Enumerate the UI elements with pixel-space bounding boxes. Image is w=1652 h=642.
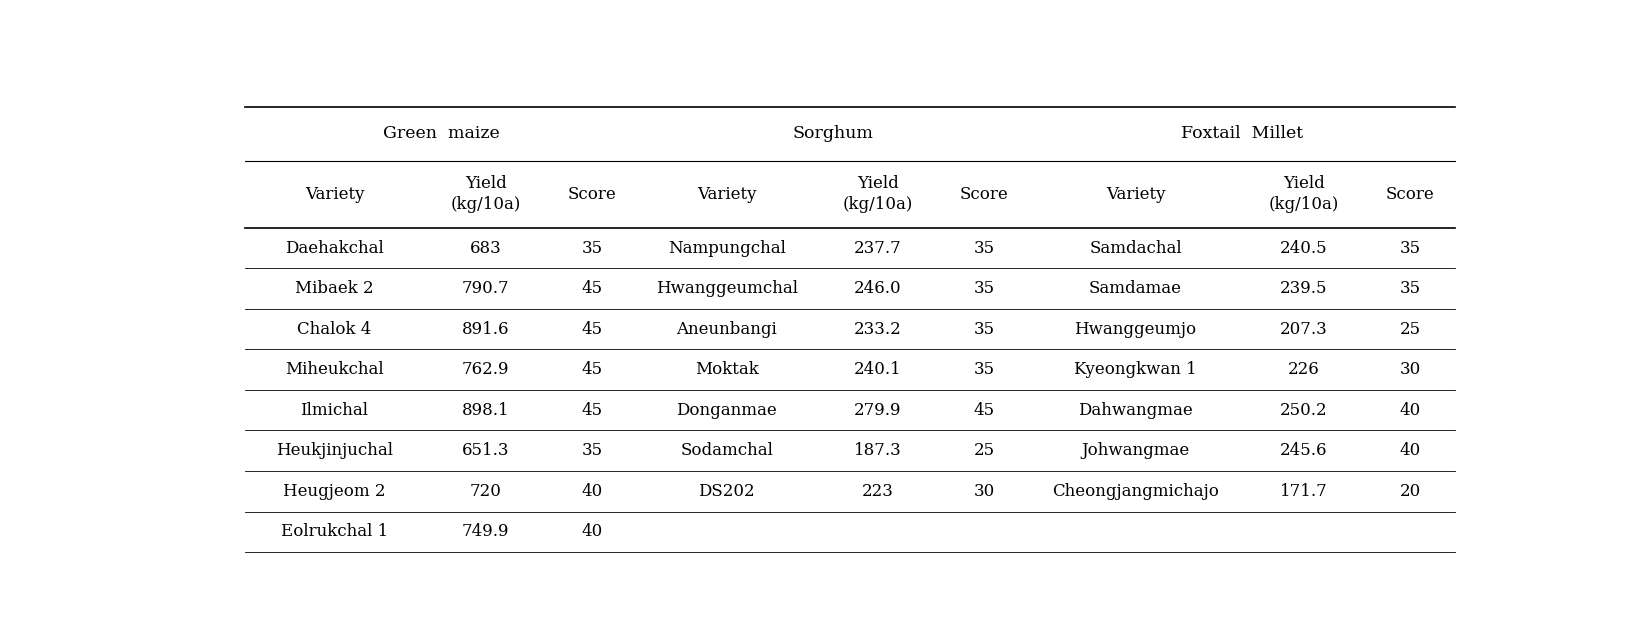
Text: 30: 30 [973, 483, 995, 499]
Text: 187.3: 187.3 [854, 442, 902, 459]
Text: 720: 720 [469, 483, 502, 499]
Text: Score: Score [568, 186, 616, 203]
Text: 35: 35 [973, 239, 995, 257]
Text: 245.6: 245.6 [1280, 442, 1327, 459]
Text: Hwanggeumjo: Hwanggeumjo [1074, 320, 1196, 338]
Text: 45: 45 [582, 280, 603, 297]
Text: 250.2: 250.2 [1280, 402, 1327, 419]
Text: Hwanggeumchal: Hwanggeumchal [656, 280, 798, 297]
Text: 25: 25 [973, 442, 995, 459]
Text: 35: 35 [973, 361, 995, 378]
Text: 35: 35 [582, 442, 603, 459]
Text: 683: 683 [469, 239, 502, 257]
Text: Mibaek 2: Mibaek 2 [296, 280, 373, 297]
Text: 35: 35 [1399, 239, 1421, 257]
Text: 891.6: 891.6 [463, 320, 509, 338]
Text: 246.0: 246.0 [854, 280, 902, 297]
Text: Aneunbangi: Aneunbangi [676, 320, 776, 338]
Text: 40: 40 [582, 483, 603, 499]
Text: Heugjeom 2: Heugjeom 2 [282, 483, 387, 499]
Text: Score: Score [1386, 186, 1434, 203]
Text: 35: 35 [582, 239, 603, 257]
Text: Yield
(kg/10a): Yield (kg/10a) [451, 175, 520, 213]
Text: 35: 35 [1399, 280, 1421, 297]
Text: 226: 226 [1287, 361, 1320, 378]
Text: 240.5: 240.5 [1280, 239, 1327, 257]
Text: Variety: Variety [1105, 186, 1165, 203]
Text: 45: 45 [582, 361, 603, 378]
Text: 40: 40 [1399, 442, 1421, 459]
Text: 762.9: 762.9 [463, 361, 509, 378]
Text: Variety: Variety [697, 186, 757, 203]
Text: Daehakchal: Daehakchal [286, 239, 383, 257]
Text: 45: 45 [582, 402, 603, 419]
Text: 20: 20 [1399, 483, 1421, 499]
Text: 25: 25 [1399, 320, 1421, 338]
Text: 45: 45 [973, 402, 995, 419]
Text: Cheongjangmichajo: Cheongjangmichajo [1052, 483, 1219, 499]
Text: Variety: Variety [304, 186, 365, 203]
Text: 237.7: 237.7 [854, 239, 902, 257]
Text: DS202: DS202 [699, 483, 755, 499]
Text: Yield
(kg/10a): Yield (kg/10a) [1269, 175, 1338, 213]
Text: Chalok 4: Chalok 4 [297, 320, 372, 338]
Text: Kyeongkwan 1: Kyeongkwan 1 [1074, 361, 1198, 378]
Text: 279.9: 279.9 [854, 402, 902, 419]
Text: Moktak: Moktak [695, 361, 758, 378]
Text: Sorghum: Sorghum [793, 125, 874, 143]
Text: Ilmichal: Ilmichal [301, 402, 368, 419]
Text: 749.9: 749.9 [463, 523, 509, 541]
Text: 239.5: 239.5 [1280, 280, 1327, 297]
Text: 790.7: 790.7 [463, 280, 509, 297]
Text: Nampungchal: Nampungchal [667, 239, 786, 257]
Text: Samdamae: Samdamae [1089, 280, 1183, 297]
Text: 233.2: 233.2 [854, 320, 902, 338]
Text: 240.1: 240.1 [854, 361, 902, 378]
Text: Green  maize: Green maize [383, 125, 499, 143]
Text: Yield
(kg/10a): Yield (kg/10a) [843, 175, 914, 213]
Text: 898.1: 898.1 [463, 402, 509, 419]
Text: Miheukchal: Miheukchal [286, 361, 383, 378]
Text: 35: 35 [973, 320, 995, 338]
Text: Samdachal: Samdachal [1089, 239, 1181, 257]
Text: Score: Score [960, 186, 1009, 203]
Text: 223: 223 [862, 483, 894, 499]
Text: Foxtail  Millet: Foxtail Millet [1181, 125, 1303, 143]
Text: 171.7: 171.7 [1280, 483, 1328, 499]
Text: 651.3: 651.3 [463, 442, 509, 459]
Text: 30: 30 [1399, 361, 1421, 378]
Text: 45: 45 [582, 320, 603, 338]
Text: 35: 35 [973, 280, 995, 297]
Text: Dahwangmae: Dahwangmae [1079, 402, 1193, 419]
Text: Heukjinjuchal: Heukjinjuchal [276, 442, 393, 459]
Text: Sodamchal: Sodamchal [681, 442, 773, 459]
Text: 40: 40 [1399, 402, 1421, 419]
Text: 40: 40 [582, 523, 603, 541]
Text: Donganmae: Donganmae [676, 402, 776, 419]
Text: 207.3: 207.3 [1280, 320, 1328, 338]
Text: Johwangmae: Johwangmae [1082, 442, 1189, 459]
Text: Eolrukchal 1: Eolrukchal 1 [281, 523, 388, 541]
